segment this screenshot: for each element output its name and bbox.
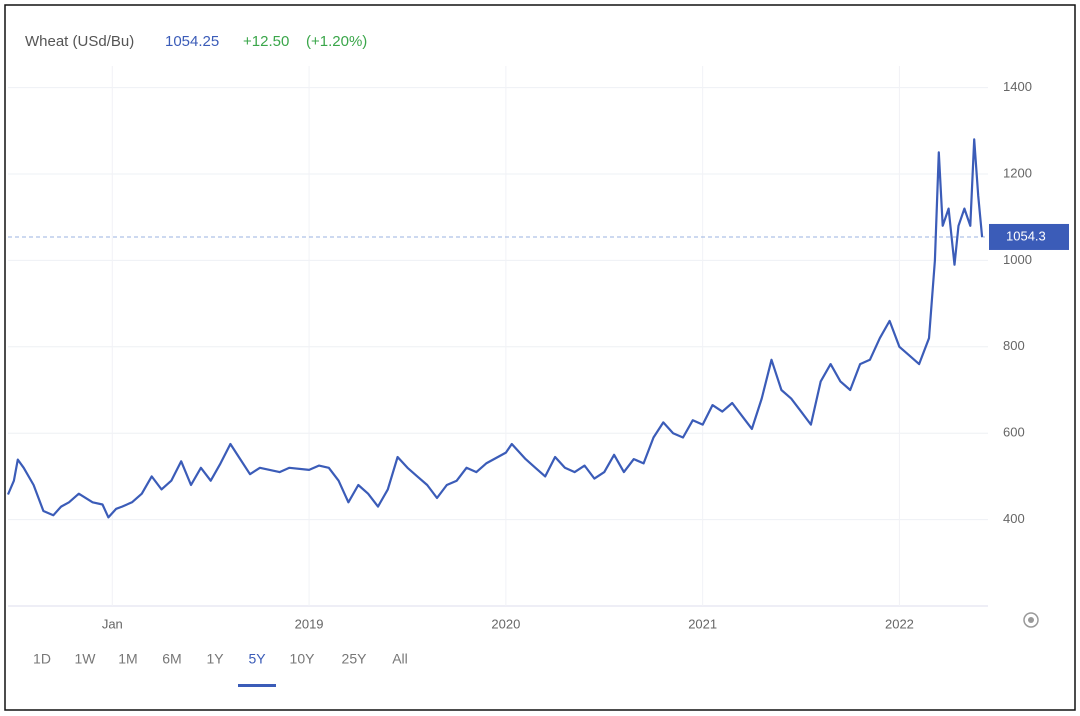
range-button[interactable]: 5Y	[248, 651, 266, 667]
last-value-badge	[989, 223, 1069, 250]
y-tick-label: 800	[1003, 338, 1025, 353]
y-tick-label: 600	[1003, 425, 1025, 440]
x-tick-label: Jan	[102, 616, 123, 631]
frame	[4, 4, 1076, 711]
x-tick-label: 2020	[491, 616, 520, 631]
y-tick-label: 400	[1003, 511, 1025, 526]
y-tick-label: 1200	[1003, 165, 1032, 180]
y-tick-label: 1000	[1003, 252, 1032, 267]
settings-icon[interactable]	[1023, 612, 1039, 628]
x-tick-label: 2019	[295, 616, 324, 631]
price-line	[6, 138, 984, 519]
range-button[interactable]: All	[392, 651, 408, 667]
range-button[interactable]: 25Y	[342, 651, 368, 667]
range-button[interactable]: 1W	[75, 651, 97, 667]
range-button[interactable]: 10Y	[290, 651, 316, 667]
range-button[interactable]: 1Y	[206, 651, 224, 667]
range-underline	[238, 684, 276, 687]
settings-icon-dot	[1028, 617, 1034, 623]
x-tick-label: 2022	[885, 616, 914, 631]
header-change-pct: (+1.20%)	[306, 33, 367, 50]
range-button[interactable]: 1M	[118, 651, 137, 667]
range-button[interactable]: 6M	[162, 651, 181, 667]
header-price: 1054.25	[165, 33, 219, 50]
header-change: +12.50	[243, 33, 289, 50]
y-tick-label: 1400	[1003, 79, 1032, 94]
header-title: Wheat (USd/Bu)	[25, 33, 134, 50]
x-tick-label: 2021	[688, 616, 717, 631]
last-value-label: 1054.3	[1006, 228, 1046, 243]
range-button[interactable]: 1D	[33, 651, 51, 667]
